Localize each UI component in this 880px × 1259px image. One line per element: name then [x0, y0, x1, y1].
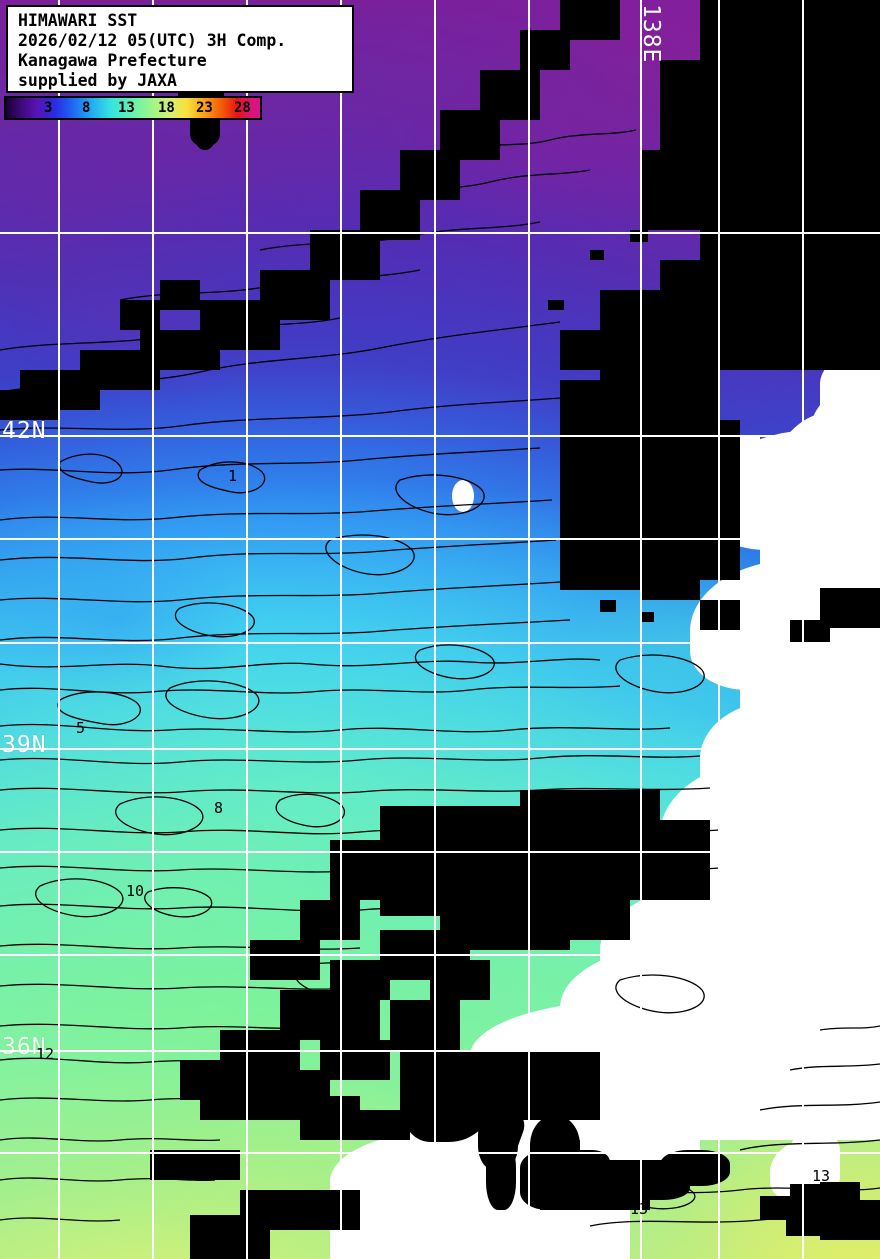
- sst-colorbar: 3 8 13 18 23 28: [4, 96, 262, 120]
- contour-label-10b: 10: [502, 927, 521, 945]
- contour-label-13b: 13: [812, 1167, 831, 1185]
- colorbar-tick-13: 13: [118, 100, 135, 116]
- contour-label-5: 5: [76, 719, 86, 737]
- product-datetime: 2026/02/12 05(UTC) 3H Comp.: [18, 31, 287, 50]
- lon-label-138e: 138E: [638, 4, 664, 64]
- colorbar-tick-18: 18: [158, 100, 175, 116]
- title-box: HIMAWARI SST 2026/02/12 05(UTC) 3H Comp.…: [6, 5, 354, 93]
- contour-label-12: 12: [36, 1045, 55, 1063]
- lat-label-36n: 36N: [2, 1034, 47, 1060]
- colorbar-tick-28: 28: [234, 100, 251, 116]
- contour-label-8: 8: [214, 799, 224, 817]
- colorbar-tick-8: 8: [82, 100, 91, 116]
- product-region: Kanagawa Prefecture: [18, 51, 207, 70]
- lat-label-39n: 39N: [2, 732, 47, 758]
- lat-label-42n: 42N: [2, 418, 47, 444]
- product-source: supplied by JAXA: [18, 71, 177, 90]
- product-title: HIMAWARI SST: [18, 11, 138, 30]
- colorbar-gradient: [6, 98, 260, 118]
- contour-label-10: 10: [126, 882, 145, 900]
- colorbar-tick-23: 23: [196, 100, 213, 116]
- contour-label-1: 1: [228, 467, 238, 485]
- contour-label-13: 13: [630, 1200, 649, 1218]
- colorbar-tick-3: 3: [44, 100, 53, 116]
